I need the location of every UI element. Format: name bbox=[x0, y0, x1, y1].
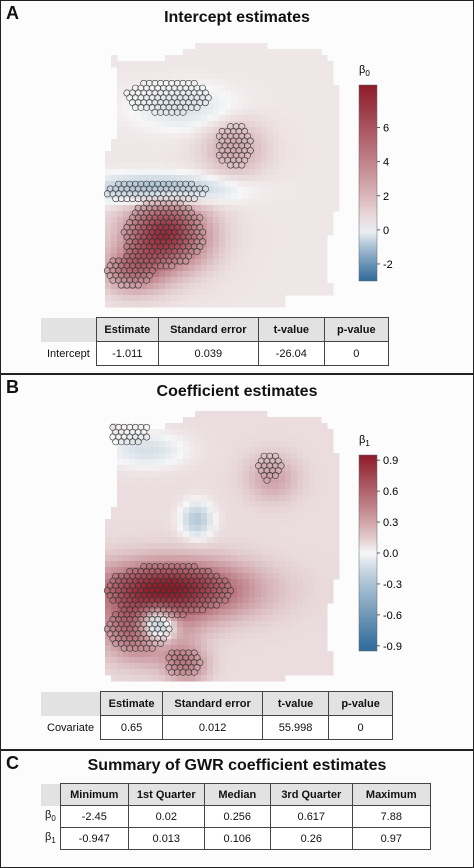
header-t-value: t-value bbox=[257, 317, 325, 342]
coefficient-table: Estimate Standard error t-value p-value … bbox=[41, 691, 394, 740]
panel-letter-c: C bbox=[6, 753, 19, 773]
summary-title: Summary of GWR coefficient estimates bbox=[87, 757, 387, 774]
cell-beta0-1st-quarter: 0.02 bbox=[127, 805, 205, 828]
header-estimate: Estimate bbox=[100, 691, 164, 716]
panel-title-a: Intercept estimates bbox=[164, 9, 310, 26]
colorbar-tick-label: 4 bbox=[383, 157, 389, 169]
cell-p-value: 0 bbox=[328, 715, 394, 740]
panel-title-b: Coefficient estimates bbox=[156, 383, 318, 400]
row-label-intercept: Intercept bbox=[47, 347, 90, 360]
header-p-value: p-value bbox=[323, 317, 389, 342]
cell-standard-error: 0.012 bbox=[162, 715, 264, 740]
colorbar-tick-label: -0.9 bbox=[383, 641, 402, 653]
colorbar-tick-label: 0.0 bbox=[383, 548, 398, 560]
cell-t-value: -26.04 bbox=[257, 341, 325, 366]
panel-letter-a: A bbox=[6, 3, 19, 23]
cell-beta1-maximum: 0.97 bbox=[351, 827, 431, 850]
colorbar-tick-label: 6 bbox=[383, 123, 389, 135]
cell-estimate: 0.65 bbox=[100, 715, 164, 740]
coefficient-map bbox=[103, 411, 340, 682]
header-1st-quarter: 1st Quarter bbox=[127, 783, 205, 806]
panel-b: B Coefficient estimates β1 0.9 0.6 0.3 0.0 -… bbox=[0, 374, 474, 750]
colorbar-tick-label: -0.3 bbox=[383, 579, 402, 591]
cell-beta1-3rd-quarter: 0.26 bbox=[269, 827, 353, 850]
header-standard-error: Standard error bbox=[162, 691, 264, 716]
cell-beta1-median: 0.106 bbox=[203, 827, 271, 850]
header-minimum: Minimum bbox=[59, 783, 129, 806]
header-standard-error: Standard error bbox=[157, 317, 259, 342]
cell-standard-error: 0.039 bbox=[157, 341, 259, 366]
header-maximum: Maximum bbox=[351, 783, 431, 806]
colorbar-tick-label: 2 bbox=[383, 191, 389, 203]
colorbar-tick-label: 0 bbox=[383, 225, 389, 237]
summary-table: Minimum 1st Quarter Median 3rd Quarter M… bbox=[41, 783, 431, 850]
intercept-map bbox=[103, 43, 340, 308]
cell-beta0-median: 0.256 bbox=[203, 805, 271, 828]
coefficient-colorbar: β1 0.9 0.6 0.3 0.0 -0.3 -0.6 -0.9 bbox=[358, 434, 402, 653]
cell-t-value: 55.998 bbox=[262, 715, 330, 740]
intercept-table: Estimate Standard error t-value p-value … bbox=[41, 317, 389, 366]
header-3rd-quarter: 3rd Quarter bbox=[269, 783, 353, 806]
cell-beta0-minimum: -2.45 bbox=[59, 805, 129, 828]
cell-beta0-3rd-quarter: 0.617 bbox=[269, 805, 353, 828]
cell-p-value: 0 bbox=[323, 341, 389, 366]
cell-beta1-1st-quarter: 0.013 bbox=[127, 827, 205, 850]
panel-a: A Intercept estimates β0 6 4 2 0 -2 Estimate… bbox=[0, 0, 474, 374]
panel-letter-b: B bbox=[6, 377, 19, 397]
row-label-covariate: Covariate bbox=[47, 721, 95, 734]
colorbar-tick-label: 0.3 bbox=[383, 517, 398, 529]
cell-beta0-maximum: 7.88 bbox=[351, 805, 431, 828]
cell-estimate: -1.011 bbox=[95, 341, 159, 366]
colorbar-tick-label: -0.6 bbox=[383, 610, 402, 622]
cell-beta1-minimum: -0.947 bbox=[59, 827, 129, 850]
header-p-value: p-value bbox=[328, 691, 394, 716]
header-t-value: t-value bbox=[262, 691, 330, 716]
header-median: Median bbox=[203, 783, 271, 806]
row-label-beta1: β1 bbox=[45, 831, 56, 846]
colorbar-tick-label: -2 bbox=[383, 259, 393, 271]
panel-c: C Summary of GWR coefficient estimates M… bbox=[0, 750, 474, 868]
colorbar-tick-label: 0.9 bbox=[383, 455, 398, 467]
colorbar-title-a: β0 bbox=[359, 64, 370, 78]
header-estimate: Estimate bbox=[95, 317, 159, 342]
row-label-beta0: β0 bbox=[45, 809, 56, 824]
colorbar-title-b: β1 bbox=[359, 434, 370, 448]
intercept-colorbar: β0 6 4 2 0 -2 bbox=[358, 64, 393, 282]
colorbar-tick-label: 0.6 bbox=[383, 486, 398, 498]
